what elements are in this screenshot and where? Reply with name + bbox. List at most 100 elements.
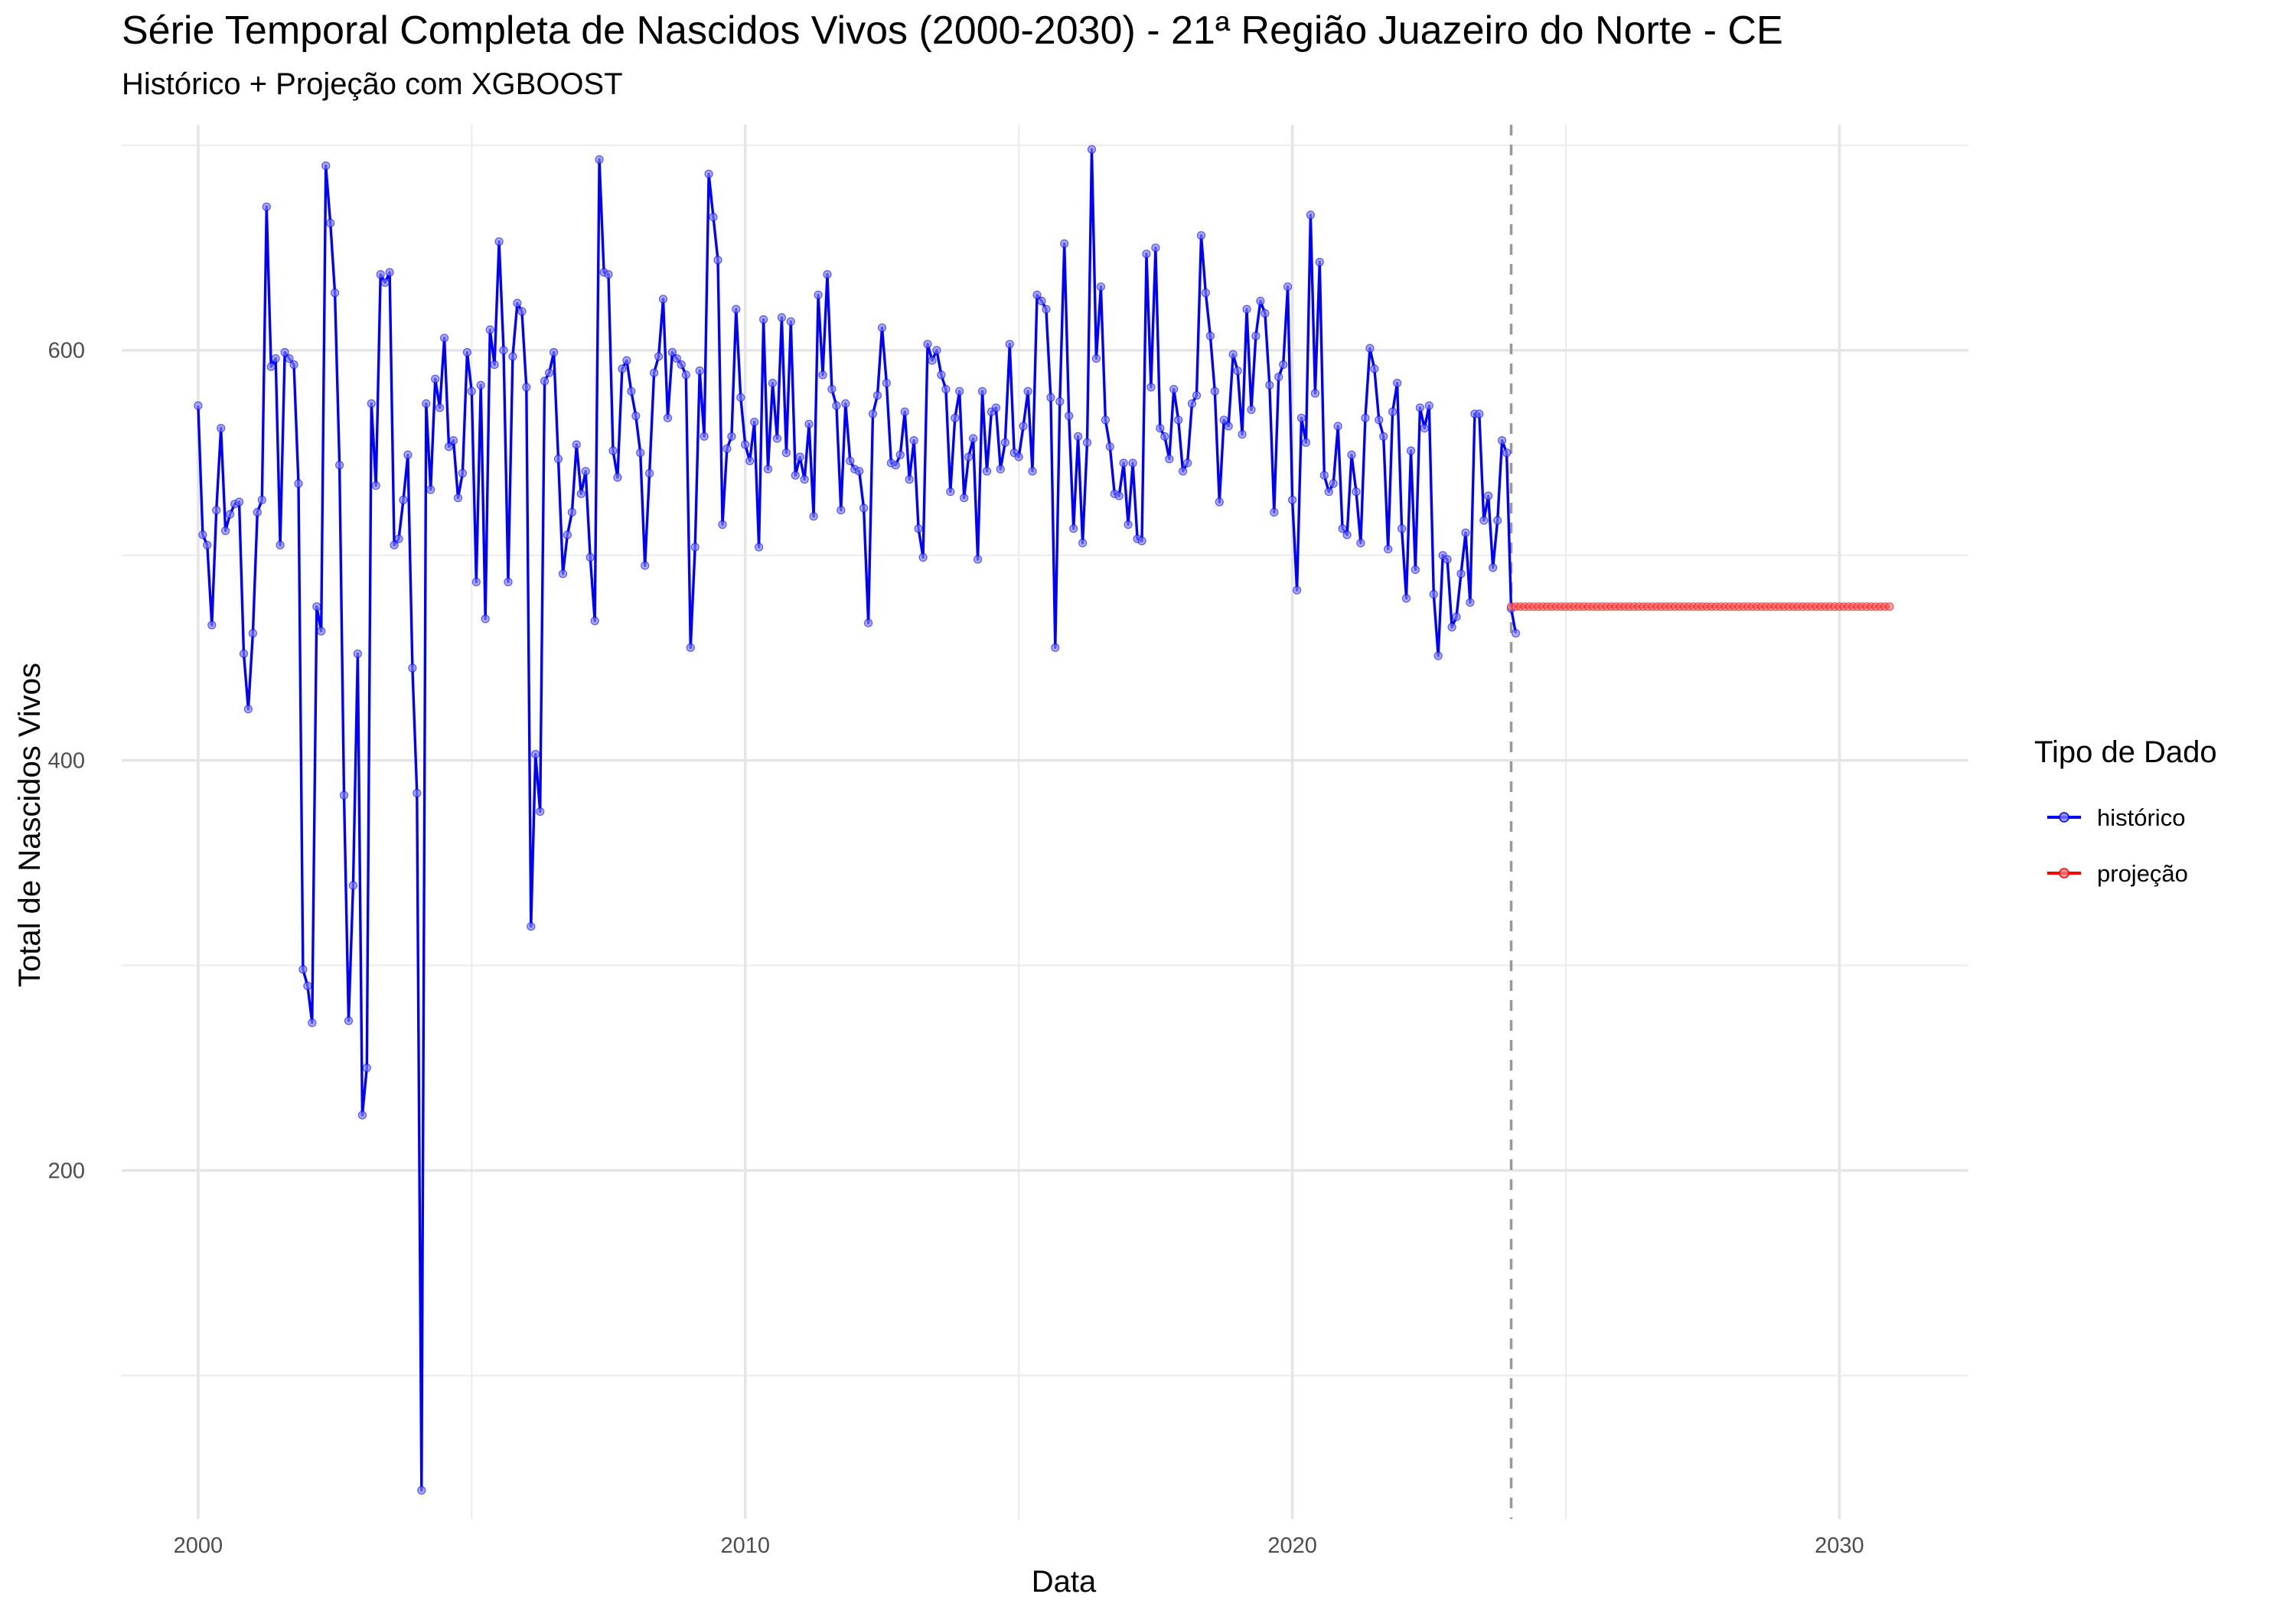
data-point-historico [608, 446, 618, 455]
data-point-historico [508, 352, 517, 361]
data-point-historico [1287, 495, 1297, 504]
data-point-historico [1014, 452, 1023, 461]
data-point-historico [1101, 416, 1110, 425]
data-point-historico [946, 487, 955, 497]
data-point-historico [695, 366, 704, 376]
data-point-historico [1489, 563, 1498, 572]
data-point-historico [905, 474, 914, 484]
data-point-historico [1114, 491, 1124, 500]
data-point-historico [413, 788, 422, 798]
y-tick-label: 400 [48, 749, 85, 774]
data-point-historico [991, 403, 1001, 412]
data-point-historico [567, 507, 577, 517]
data-point-historico [941, 385, 951, 394]
data-point-historico [1379, 432, 1388, 441]
data-point-historico [863, 618, 873, 627]
data-point-historico [536, 807, 545, 817]
data-point-historico [298, 965, 308, 974]
data-point-historico [1361, 413, 1370, 422]
data-point-historico [1466, 598, 1475, 607]
data-point-historico [1338, 524, 1347, 533]
data-point-historico [1411, 565, 1420, 575]
data-point-historico [1105, 442, 1114, 451]
data-point-historico [435, 403, 445, 412]
data-point-historico [791, 471, 800, 480]
minor-gridlines [122, 125, 1968, 1519]
data-point-historico [234, 497, 244, 507]
data-point-historico [1452, 612, 1461, 621]
data-point-historico [367, 399, 376, 409]
data-point-historico [1187, 399, 1197, 409]
data-point-historico [900, 407, 909, 416]
data-point-historico [376, 270, 385, 279]
data-point-historico [590, 616, 599, 626]
data-point-historico [1224, 422, 1233, 431]
data-point-historico [713, 256, 722, 265]
data-point-historico [462, 347, 472, 357]
data-point-historico [772, 434, 782, 443]
data-point-historico [239, 649, 249, 658]
data-point-historico [1005, 340, 1014, 349]
legend: Tipo de Dado histórico projeção [2034, 735, 2217, 887]
data-point-historico [631, 411, 641, 421]
data-point-historico [1196, 231, 1206, 240]
data-point-historico [613, 473, 622, 482]
data-point-historico [362, 1063, 371, 1073]
data-point-historico [837, 506, 846, 515]
legend-label-historico: histórico [2097, 804, 2185, 831]
data-point-historico [1447, 622, 1456, 632]
data-point-historico [809, 512, 818, 521]
data-point-historico [581, 467, 590, 476]
data-point-historico [1424, 401, 1433, 410]
data-point-historico [718, 520, 727, 530]
data-point-historico [335, 461, 344, 470]
data-point-historico [832, 401, 841, 410]
data-point-historico [1174, 416, 1183, 425]
data-point-historico [1296, 413, 1306, 422]
data-point-historico [207, 621, 217, 630]
data-point-historico [914, 524, 923, 533]
data-point-historico [763, 464, 773, 474]
data-point-historico [1352, 487, 1361, 497]
data-point-historico [1078, 538, 1088, 548]
data-point-historico [243, 704, 253, 714]
data-point-historico [308, 1018, 317, 1028]
data-point-historico [1165, 455, 1174, 464]
data-point-historico [266, 362, 276, 371]
data-point-historico [814, 290, 823, 299]
data-point-historico [357, 1110, 367, 1120]
data-point-historico [504, 577, 513, 587]
data-point-historico [1461, 528, 1470, 537]
data-point-historico [527, 922, 536, 931]
data-point-historico [1433, 651, 1443, 660]
data-point-historico [1082, 438, 1092, 447]
series-layer [194, 145, 1894, 1495]
data-point-historico [750, 417, 759, 427]
data-point-historico [895, 450, 905, 460]
x-tick-label: 2020 [1267, 1534, 1317, 1558]
data-point-historico [672, 354, 682, 363]
data-point-historico [422, 399, 431, 409]
data-point-historico [1342, 530, 1352, 539]
data-point-historico [285, 354, 294, 363]
data-point-historico [1019, 422, 1028, 431]
legend-marker-historico [2059, 812, 2069, 823]
data-point-historico [781, 448, 791, 458]
data-point-historico [417, 1485, 426, 1495]
data-point-historico [522, 383, 531, 392]
data-point-historico [1310, 389, 1320, 398]
data-point-historico [353, 649, 362, 658]
data-point-historico [955, 386, 964, 396]
data-point-historico [1497, 435, 1507, 445]
x-tick-label: 2000 [174, 1534, 223, 1558]
data-point-historico [257, 495, 266, 504]
data-point-historico [1265, 380, 1274, 390]
data-point-historico [294, 479, 303, 488]
data-point-historico [1128, 458, 1137, 468]
data-point-historico [1055, 397, 1065, 406]
data-point-historico [795, 452, 804, 461]
data-point-historico [1160, 432, 1169, 441]
data-point-historico [1256, 296, 1265, 305]
data-point-historico [1443, 555, 1452, 564]
data-point-historico [585, 553, 595, 562]
